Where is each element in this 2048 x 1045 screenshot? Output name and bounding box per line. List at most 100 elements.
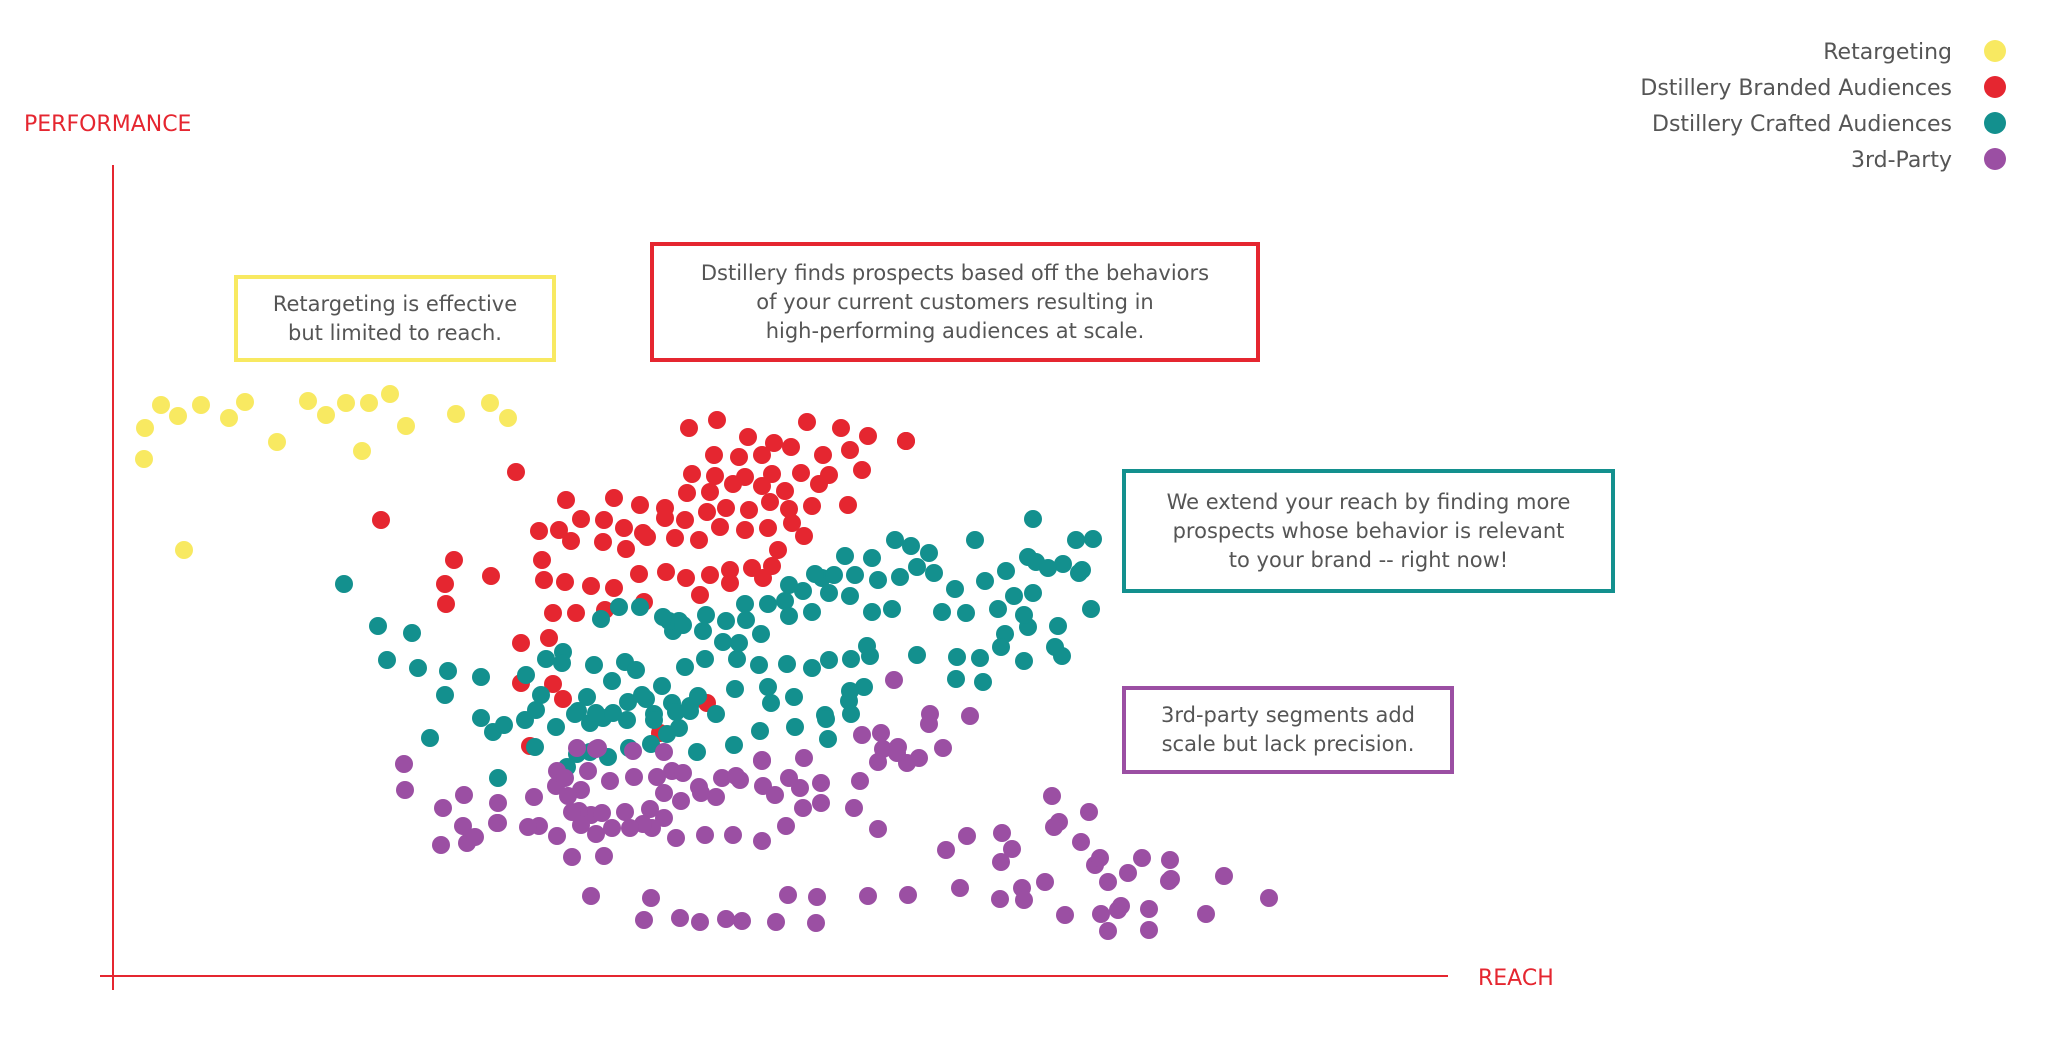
dstillery-branded-audiences-point-2 [445,551,463,569]
3rd-party-point-127 [992,853,1010,871]
dstillery-crafted-audiences-point-121 [806,565,824,583]
crafted-callout-line-3: to your brand -- right now! [1228,547,1509,572]
retargeting-point-3 [192,396,210,414]
retargeting-point-5 [236,393,254,411]
dstillery-crafted-audiences-point-73 [667,703,685,721]
dstillery-branded-audiences-point-11 [798,413,816,431]
dstillery-crafted-audiences-point-123 [869,571,887,589]
retargeting-point-11 [381,385,399,403]
retargeting-point-15 [481,394,499,412]
3rd-party-point-2 [434,799,452,817]
dstillery-crafted-audiences-point-51 [819,730,837,748]
3rd-party-point-56 [621,819,639,837]
dstillery-branded-audiences-point-68 [605,579,623,597]
3rd-party-point-70 [667,829,685,847]
dstillery-crafted-audiences-point-19 [585,656,603,674]
dstillery-branded-audiences-point-70 [657,563,675,581]
3rd-party-point-3 [455,786,473,804]
3rd-party-point-14 [568,739,586,757]
dstillery-crafted-audiences-point-46 [785,688,803,706]
3rd-party-point-105 [859,887,877,905]
dstillery-crafted-audiences-point-43 [726,680,744,698]
dstillery-crafted-audiences-point-94 [966,531,984,549]
3rd-party-point-75 [794,799,812,817]
dstillery-crafted-audiences-point-54 [725,736,743,754]
3rd-party-point-69 [595,847,613,865]
3rd-party-point-64 [488,814,506,832]
dstillery-crafted-audiences-point-114 [714,633,732,651]
data-points [135,385,1278,940]
3rd-party-point-76 [812,794,830,812]
dstillery-crafted-audiences-point-145 [1049,617,1067,635]
3rd-party-point-84 [993,824,1011,842]
3rd-party-point-7 [525,788,543,806]
dstillery-branded-audiences-point-3 [436,575,454,593]
3rd-party-point-45 [812,774,830,792]
dstillery-branded-audiences-point-54 [562,532,580,550]
3rd-party-point-31 [713,769,731,787]
legend-marker-3rd-party [1984,148,2006,170]
dstillery-branded-audiences-point-72 [701,566,719,584]
3rd-party-point-36 [853,726,871,744]
dstillery-branded-audiences-point-1 [372,511,390,529]
dstillery-crafted-audiences-point-80 [717,612,735,630]
dstillery-branded-audiences-point-35 [753,477,771,495]
legend-marker-dstillery-crafted-audiences [1984,112,2006,134]
legend: Retargeting Dstillery Branded Audiences Ds… [1640,40,2006,173]
dstillery-crafted-audiences-point-10 [495,716,513,734]
3rd-party-point-116 [1092,905,1110,923]
3rd-party-point-22 [593,804,611,822]
retargeting-point-2 [169,407,187,425]
dstillery-crafted-audiences-point-60 [604,704,622,722]
dstillery-branded-audiences-point-43 [615,519,633,537]
dstillery-branded-audiences-point-58 [666,529,684,547]
retargeting-point-12 [397,417,415,435]
retargeting-callout-line-1: Retargeting is effective [272,291,518,316]
3rd-party-point-27 [625,768,643,786]
dstillery-crafted-audiences-point-7 [436,686,454,704]
retargeting-point-9 [337,394,355,412]
3rd-party-point-59 [572,816,590,834]
dstillery-branded-audiences-point-62 [759,519,777,537]
3rd-party-point-117 [1099,922,1117,940]
dstillery-crafted-audiences-point-22 [578,688,596,706]
branded-callout-line-3: high-performing audiences at scale. [765,318,1145,343]
dstillery-crafted-audiences-point-26 [619,693,637,711]
3rd-party-point-88 [1080,803,1098,821]
dstillery-crafted-audiences-point-146 [1053,647,1071,665]
dstillery-branded-audiences-point-83 [754,569,772,587]
3rd-party-point-72 [724,826,742,844]
dstillery-crafted-audiences-point-17 [537,650,555,668]
dstillery-branded-audiences-point-71 [677,569,695,587]
dstillery-crafted-audiences-point-136 [974,673,992,691]
retargeting-point-1 [152,396,170,414]
dstillery-branded-audiences-point-28 [557,491,575,509]
dstillery-crafted-audiences-point-45 [762,694,780,712]
dstillery-branded-audiences-point-86 [554,690,572,708]
dstillery-crafted-audiences-point-72 [658,725,676,743]
3rd-party-point-17 [655,743,673,761]
dstillery-branded-audiences-point-21 [683,465,701,483]
dstillery-branded-audiences-point-24 [763,465,781,483]
3rd-party-point-87 [1045,818,1063,836]
dstillery-branded-audiences-point-15 [705,446,723,464]
dstillery-crafted-audiences-point-143 [992,638,1010,656]
dstillery-crafted-audiences-point-32 [750,656,768,674]
dstillery-crafted-audiences-point-8 [472,709,490,727]
dstillery-crafted-audiences-point-101 [976,572,994,590]
3rd-party-point-95 [1215,867,1233,885]
legend-label-retargeting: Retargeting [1823,40,1952,65]
dstillery-crafted-audiences-point-110 [803,603,821,621]
dstillery-crafted-audiences-point-57 [645,711,663,729]
3rd-party-point-26 [601,772,619,790]
3rd-party-point-21 [616,803,634,821]
dstillery-crafted-audiences-point-30 [696,650,714,668]
dstillery-crafted-audiences-point-119 [610,598,628,616]
dstillery-crafted-audiences-point-88 [825,566,843,584]
dstillery-crafted-audiences-point-59 [627,661,645,679]
third-party-callout-line-2: scale but lack precision. [1161,732,1415,756]
3rd-party-point-1 [396,781,414,799]
dstillery-crafted-audiences-point-133 [841,682,859,700]
x-axis-title: REACH [1478,966,1554,991]
dstillery-branded-audiences-point-66 [556,573,574,591]
